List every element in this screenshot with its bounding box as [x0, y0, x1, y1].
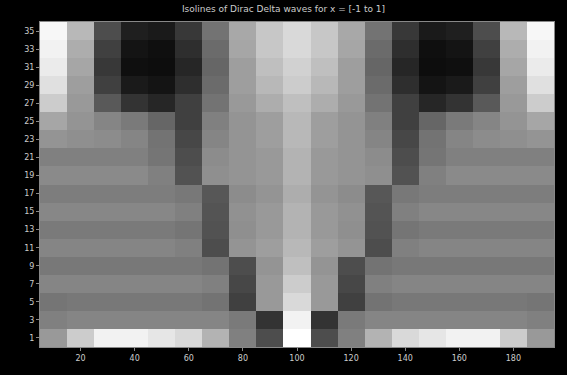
svg-text:20: 20 — [75, 354, 85, 363]
svg-text:29: 29 — [24, 81, 34, 90]
svg-text:100: 100 — [289, 354, 304, 363]
svg-text:7: 7 — [29, 280, 34, 289]
svg-text:9: 9 — [29, 262, 34, 271]
svg-text:21: 21 — [24, 153, 34, 162]
svg-text:23: 23 — [24, 135, 34, 144]
svg-text:33: 33 — [24, 45, 34, 54]
svg-text:15: 15 — [24, 207, 34, 216]
svg-text:1: 1 — [29, 334, 34, 343]
svg-text:5: 5 — [29, 298, 34, 307]
svg-text:80: 80 — [238, 354, 248, 363]
svg-text:11: 11 — [24, 243, 34, 252]
svg-text:Isolines of Dirac Delta waves: Isolines of Dirac Delta waves for x = [-… — [182, 4, 385, 14]
svg-text:19: 19 — [24, 171, 34, 180]
svg-text:140: 140 — [398, 354, 413, 363]
svg-text:35: 35 — [24, 27, 34, 36]
svg-text:27: 27 — [24, 99, 34, 108]
svg-text:160: 160 — [452, 354, 467, 363]
svg-text:3: 3 — [29, 316, 34, 325]
svg-text:40: 40 — [130, 354, 140, 363]
svg-text:180: 180 — [506, 354, 521, 363]
svg-text:25: 25 — [24, 117, 34, 126]
svg-text:17: 17 — [24, 189, 34, 198]
svg-text:120: 120 — [343, 354, 358, 363]
svg-text:60: 60 — [184, 354, 194, 363]
svg-text:31: 31 — [24, 63, 34, 72]
svg-text:13: 13 — [24, 225, 34, 234]
